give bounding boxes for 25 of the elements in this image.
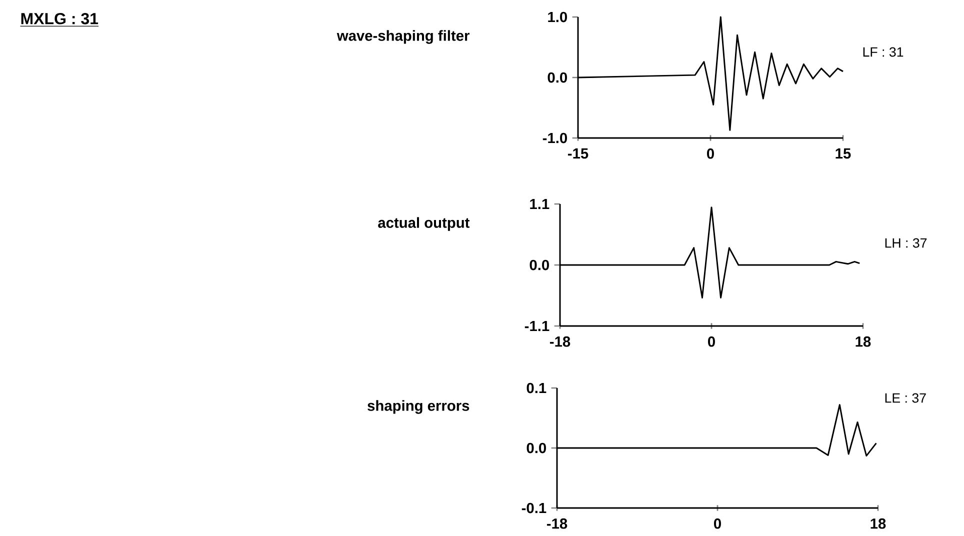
text: MXLG : 31 — [21, 12, 98, 24]
x-tick-label: 0 — [708, 336, 715, 347]
text: wave-shaping filter — [336, 30, 470, 44]
text: LH : 37 — [885, 238, 927, 248]
y-tick-label: 0.0 — [548, 72, 567, 83]
x-tick-label: 0 — [707, 148, 714, 159]
x-tick-label: 18 — [870, 518, 886, 529]
y-tick-label: 0.0 — [526, 442, 546, 454]
y-tick-label: 0.0 — [530, 260, 549, 270]
y-tick-label: -0.1 — [522, 502, 546, 514]
text: LE : 37 — [885, 393, 926, 403]
y-tick-label: 1.1 — [530, 198, 550, 210]
x-tick-label: 0 — [714, 518, 721, 529]
x-tick-label: -18 — [550, 336, 570, 347]
text: actual output — [378, 217, 470, 231]
x-tick-label: 15 — [836, 148, 851, 159]
text: shaping errors — [368, 400, 470, 414]
y-tick-label: 1.0 — [548, 12, 567, 22]
x-tick-label: 18 — [856, 336, 871, 347]
y-tick-label: 0.1 — [526, 382, 546, 394]
y-tick-label: -1.1 — [524, 320, 550, 332]
x-tick-label: -15 — [568, 148, 588, 159]
y-tick-label: -1.0 — [542, 132, 567, 144]
text: LF : 31 — [863, 47, 904, 57]
x-tick-label: -18 — [546, 518, 568, 529]
